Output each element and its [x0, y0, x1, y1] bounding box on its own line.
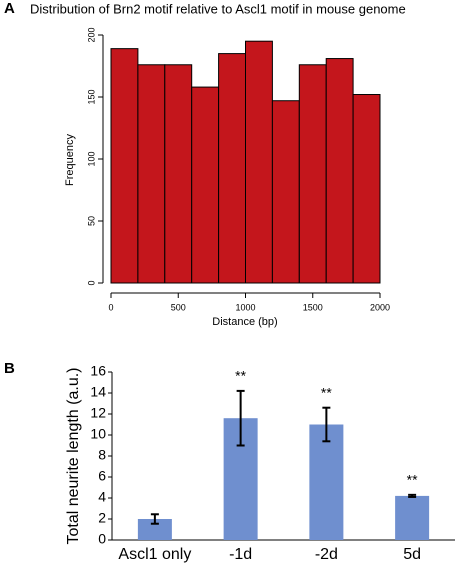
- x-tick-label: 2000: [370, 302, 390, 312]
- bar: [164, 64, 193, 284]
- bar: [191, 86, 220, 284]
- bar: [309, 424, 344, 540]
- y-tick-label: 4: [98, 489, 106, 505]
- panel-label: B: [4, 360, 15, 377]
- y-tick-label: 10: [90, 426, 106, 442]
- y-tick-label: 14: [90, 384, 106, 400]
- bar: [245, 40, 273, 284]
- bar: [352, 94, 381, 284]
- annotation: **: [321, 384, 332, 400]
- annotation: **: [407, 472, 418, 488]
- x-tick-label: -1d: [229, 546, 252, 563]
- y-tick-label: 50: [86, 216, 96, 226]
- x-tick-label: Ascl1 only: [118, 546, 191, 563]
- bar: [271, 100, 300, 284]
- bar: [137, 64, 166, 284]
- chart-title: Distribution of Brn2 motif relative to A…: [30, 1, 406, 16]
- x-axis-label: Distance (bp): [212, 316, 277, 328]
- y-axis-label: Frequency: [64, 134, 76, 186]
- y-tick-label: 12: [90, 405, 106, 421]
- bar: [137, 519, 172, 540]
- x-tick-label: 1500: [303, 302, 323, 312]
- bar: [325, 58, 354, 284]
- bar: [218, 53, 247, 284]
- bar: [395, 495, 430, 540]
- y-tick-label: 0: [86, 280, 96, 285]
- x-tick-label: -2d: [315, 546, 338, 563]
- y-tick-label: 0: [98, 531, 106, 547]
- bar: [298, 64, 327, 284]
- y-tick-label: 2: [98, 510, 106, 526]
- y-tick-label: 6: [98, 468, 106, 484]
- x-tick-label: 0: [108, 302, 113, 312]
- annotation: **: [235, 368, 246, 384]
- panel-label: A: [4, 0, 15, 17]
- x-tick-label: 5d: [403, 546, 421, 563]
- x-tick-label: 500: [171, 302, 186, 312]
- y-tick-label: 150: [86, 89, 96, 104]
- y-tick-label: 200: [86, 27, 96, 42]
- y-tick-label: 100: [86, 151, 96, 166]
- y-tick-label: 16: [90, 363, 106, 379]
- x-tick-label: 1000: [235, 302, 255, 312]
- y-axis-label: Total neurite length (a.u.): [65, 368, 82, 545]
- bar: [110, 48, 139, 284]
- y-tick-label: 8: [98, 447, 106, 463]
